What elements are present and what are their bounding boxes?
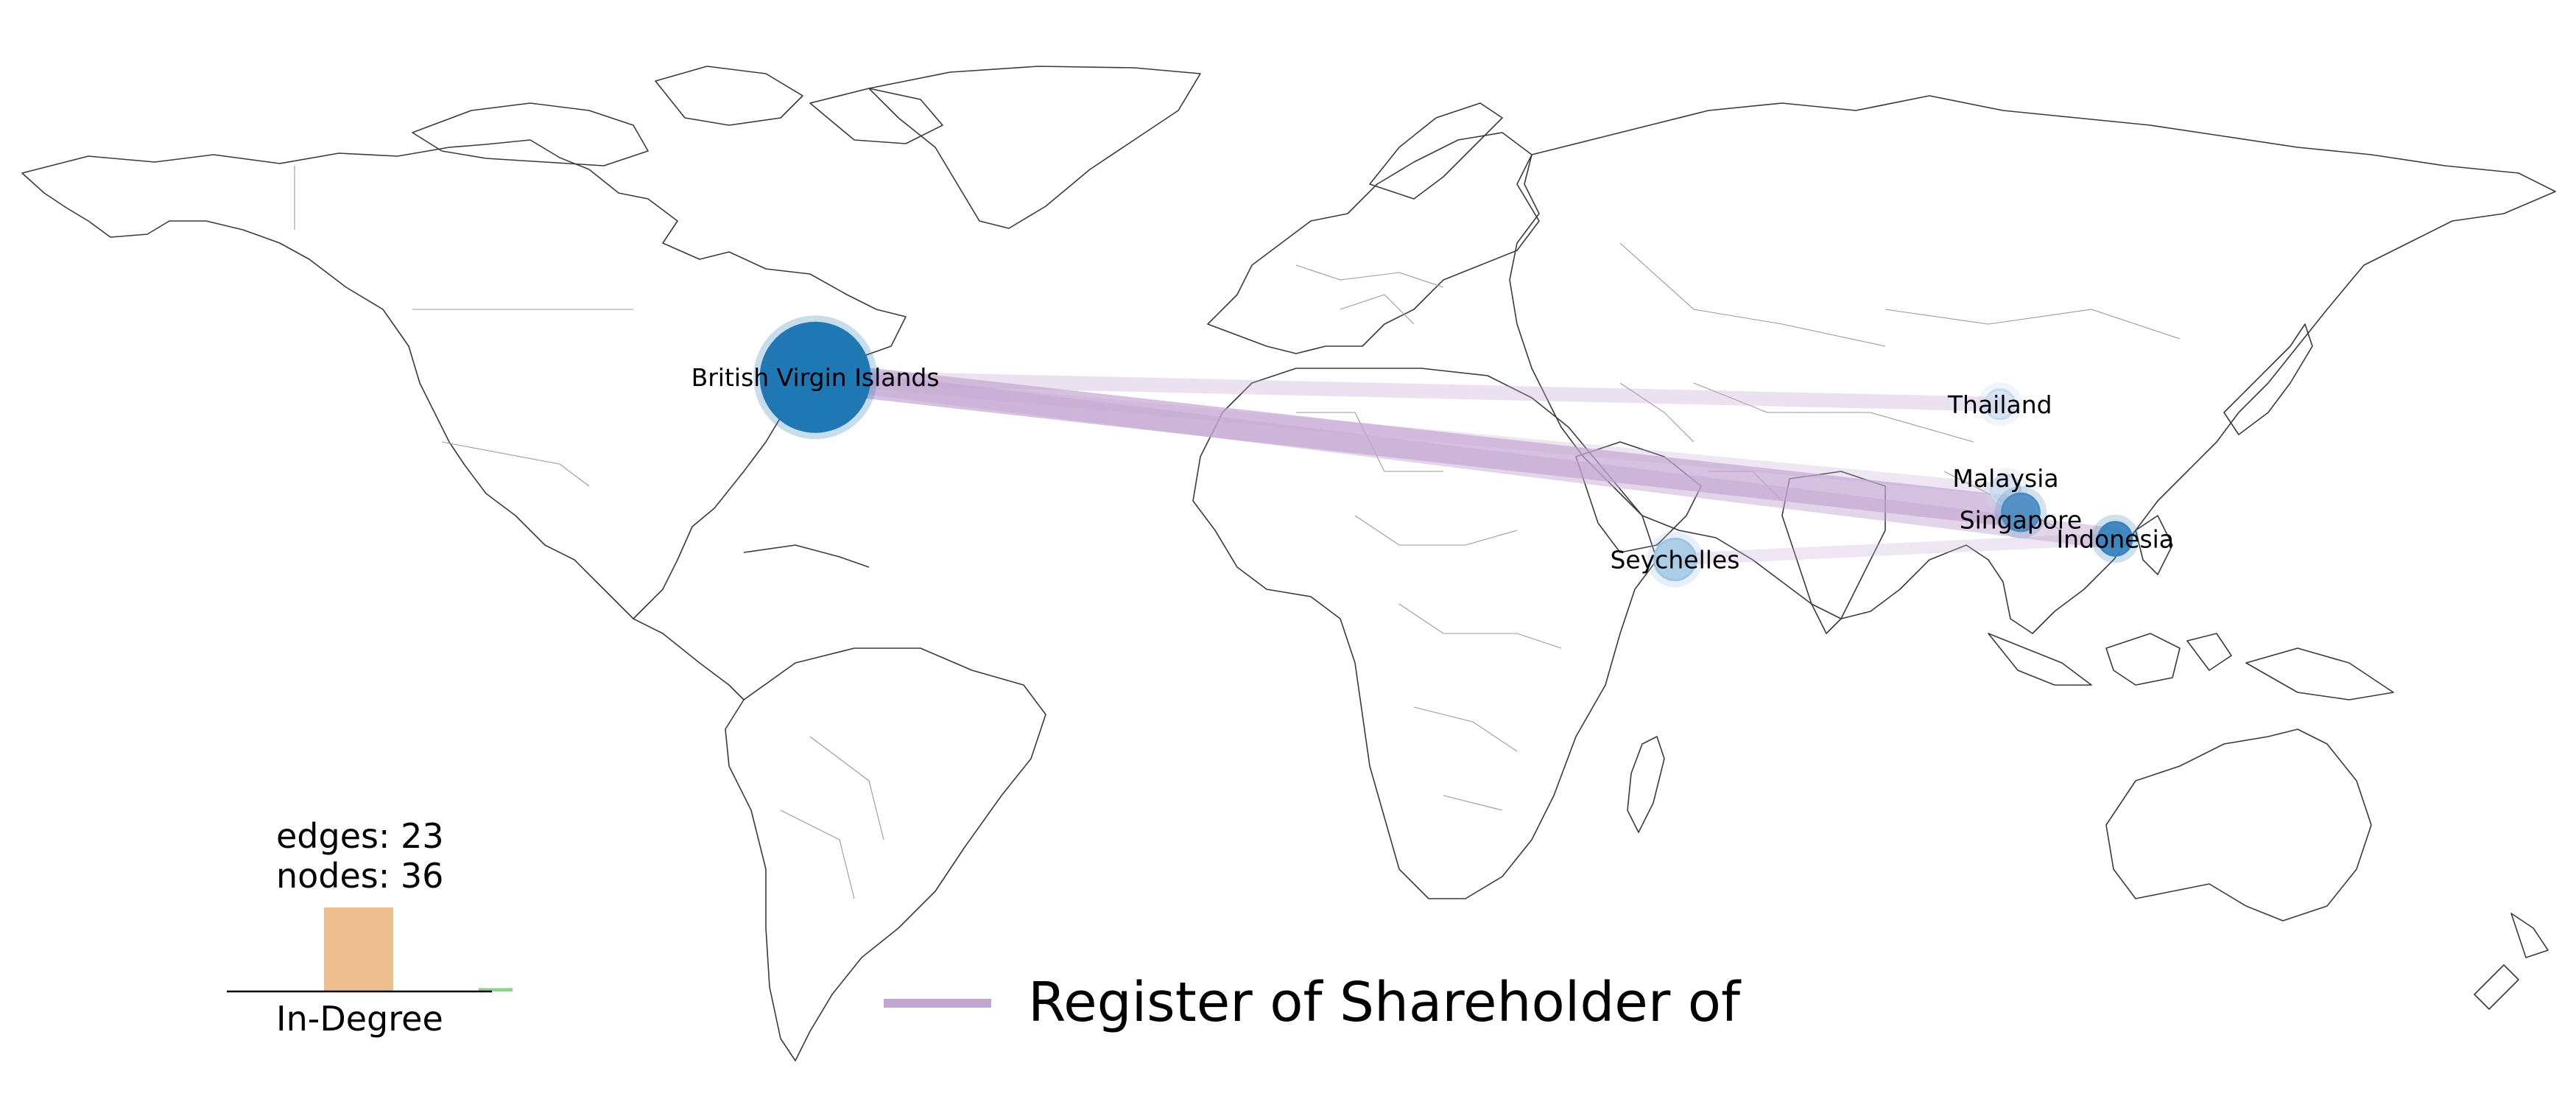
node-label-singapore: Singapore <box>1960 505 2082 534</box>
map-nodes <box>753 315 2139 588</box>
node-singapore[interactable] <box>2001 492 2041 533</box>
histogram-bar-0 <box>324 907 393 991</box>
nodes-count: nodes: 36 <box>276 856 444 896</box>
legend-label: Register of Shareholder of <box>1028 971 1741 1034</box>
histogram-bar-2 <box>479 988 513 991</box>
node-bvi[interactable] <box>759 321 871 433</box>
land-outlines <box>21 66 2556 1061</box>
edge-singapore-to-bvi <box>800 362 2036 528</box>
node-seychelles[interactable] <box>1653 537 1697 582</box>
edge-indonesia-to-seychelles <box>1669 533 2122 566</box>
node-indonesia[interactable] <box>2097 521 2133 557</box>
stats-panel: edges: 23 nodes: 36 <box>276 816 444 896</box>
histogram-xlabel: In-Degree <box>276 999 443 1039</box>
node-label-bvi: British Virgin Islands <box>691 363 940 392</box>
node-label-malaysia: Malaysia <box>1952 464 2058 493</box>
in-degree-histogram <box>227 907 513 993</box>
node-label-indonesia: Indonesia <box>2056 525 2174 554</box>
node-label-thailand: Thailand <box>1947 390 2052 419</box>
country-borders <box>294 166 2181 899</box>
node-label-seychelles: Seychelles <box>1610 545 1739 574</box>
edges-count: edges: 23 <box>276 816 444 856</box>
edge-thailand-to-bvi <box>808 370 2007 412</box>
node-labels: British Virgin Islands Thailand Malaysia Si… <box>691 363 2174 574</box>
edge-indonesia-to-bvi <box>804 366 2126 550</box>
node-thailand[interactable] <box>1984 388 2016 421</box>
flow-edges <box>800 362 2126 566</box>
